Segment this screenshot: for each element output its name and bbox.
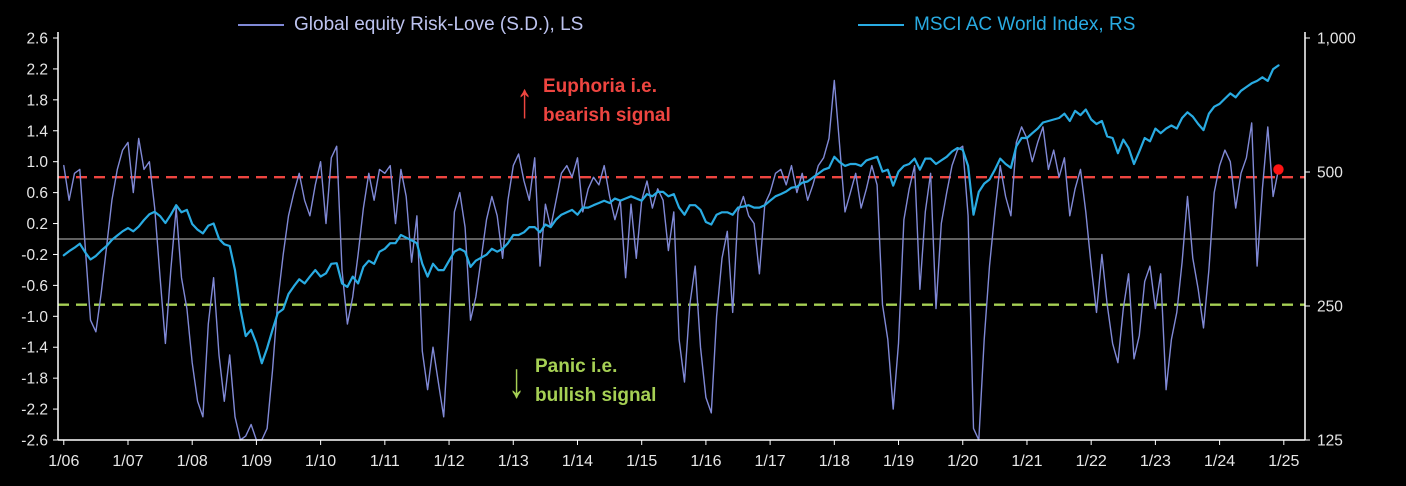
left-axis-tick-label: 0.2 bbox=[26, 216, 48, 233]
left-axis-tick-label: 1.8 bbox=[26, 92, 48, 109]
euphoria-annotation: ↑ Euphoria i.e. bearish signal bbox=[516, 72, 671, 131]
left-axis-tick-label: -1.4 bbox=[21, 340, 48, 357]
down-arrow-icon: ↓ bbox=[508, 353, 525, 409]
x-axis-tick-label: 1/10 bbox=[305, 453, 336, 470]
left-axis-tick-label: -0.2 bbox=[21, 247, 48, 264]
x-axis-tick-label: 1/17 bbox=[755, 453, 786, 470]
left-axis-tick-label: 0.6 bbox=[26, 185, 48, 202]
x-axis-tick-label: 1/19 bbox=[883, 453, 914, 470]
right-axis-tick-label: 1,000 bbox=[1317, 31, 1356, 48]
x-axis-tick-label: 1/22 bbox=[1076, 453, 1107, 470]
x-axis-tick-label: 1/11 bbox=[370, 453, 400, 470]
msci-ac-world-line bbox=[62, 64, 1280, 365]
x-axis-tick-label: 1/16 bbox=[690, 453, 721, 470]
x-axis-tick-label: 1/12 bbox=[433, 453, 464, 470]
right-axis-tick-label: 125 bbox=[1317, 433, 1343, 450]
left-axis-tick-label: 1.4 bbox=[26, 123, 48, 140]
left-axis-tick-label: 2.6 bbox=[26, 31, 48, 48]
left-axis-tick-label: -2.2 bbox=[21, 402, 48, 419]
risk-love-line-swatch-icon bbox=[238, 24, 284, 26]
x-axis-tick-label: 1/25 bbox=[1268, 453, 1299, 470]
x-axis-tick-label: 1/08 bbox=[177, 453, 208, 470]
legend-label-risk-love: Global equity Risk-Love (S.D.), LS bbox=[294, 14, 584, 35]
euphoria-label: Euphoria i.e. bearish signal bbox=[543, 72, 671, 131]
right-axis-tick-label: 250 bbox=[1317, 299, 1343, 316]
x-axis-tick-label: 1/09 bbox=[241, 453, 272, 470]
left-axis-tick-label: -1.8 bbox=[21, 371, 48, 388]
x-axis-tick-label: 1/07 bbox=[112, 453, 143, 470]
euphoria-label-line1: Euphoria i.e. bbox=[543, 76, 658, 97]
panic-label: Panic i.e. bullish signal bbox=[535, 352, 656, 411]
panic-annotation: ↓ Panic i.e. bullish signal bbox=[508, 352, 656, 411]
msci-line-swatch-icon bbox=[858, 24, 904, 26]
euphoria-label-line2: bearish signal bbox=[543, 105, 671, 127]
left-axis-tick-label: -0.6 bbox=[21, 278, 48, 295]
x-axis-tick-label: 1/06 bbox=[48, 453, 79, 470]
x-axis-tick-label: 1/20 bbox=[947, 453, 978, 470]
panic-label-line1: Panic i.e. bbox=[535, 356, 618, 377]
up-arrow-icon: ↑ bbox=[516, 73, 533, 129]
x-axis-tick-label: 1/21 bbox=[1011, 453, 1042, 470]
x-axis-tick-label: 1/18 bbox=[819, 453, 850, 470]
x-axis-tick-label: 1/23 bbox=[1140, 453, 1171, 470]
x-axis-tick-label: 1/14 bbox=[562, 453, 593, 470]
x-axis-tick-label: 1/13 bbox=[498, 453, 529, 470]
left-axis-tick-label: 1.0 bbox=[26, 154, 48, 171]
x-axis-tick-label: 1/24 bbox=[1204, 453, 1235, 470]
right-axis-tick-label: 500 bbox=[1317, 165, 1343, 182]
x-axis-tick-label: 1/15 bbox=[626, 453, 657, 470]
latest-point-marker bbox=[1273, 164, 1284, 175]
legend-label-msci: MSCI AC World Index, RS bbox=[914, 14, 1136, 35]
left-axis-tick-label: 2.2 bbox=[26, 61, 48, 78]
left-axis-tick-label: -2.6 bbox=[21, 433, 48, 450]
left-axis-tick-label: -1.0 bbox=[21, 309, 48, 326]
legend-item-msci: MSCI AC World Index, RS bbox=[858, 14, 1135, 36]
legend-item-risk-love: Global equity Risk-Love (S.D.), LS bbox=[238, 14, 583, 36]
risk-love-line bbox=[63, 79, 1280, 441]
panic-label-line2: bullish signal bbox=[535, 385, 657, 407]
